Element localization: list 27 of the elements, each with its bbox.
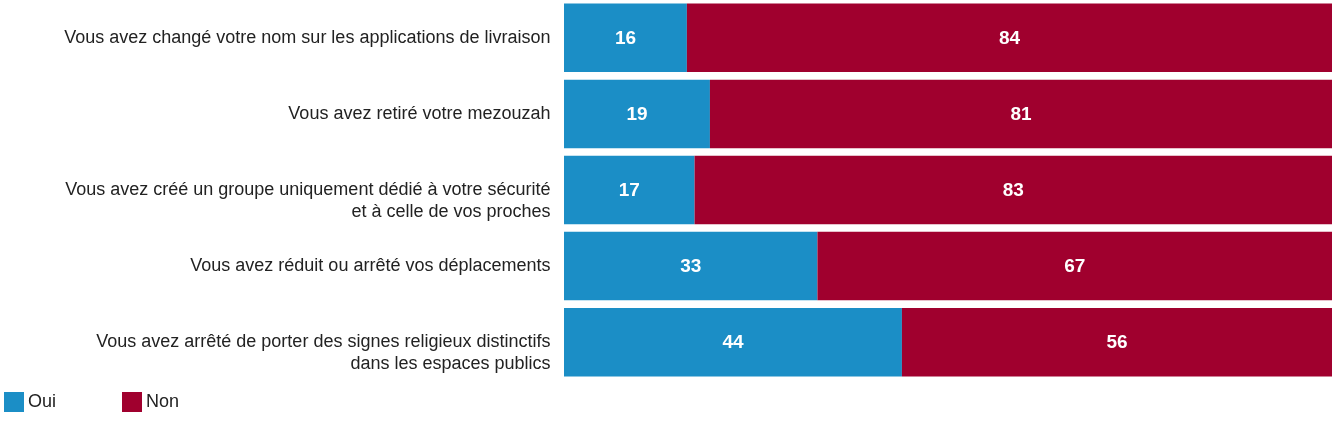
data-label: 84 — [998, 26, 1021, 48]
data-label: 56 — [1106, 331, 1128, 353]
y-tick-label: Vous avez changé votre nom sur les applications de livraison — [64, 26, 551, 47]
bar — [564, 155, 695, 225]
bar — [564, 3, 687, 73]
data-label: 83 — [1002, 179, 1024, 200]
legend-label: Oui — [28, 391, 57, 411]
y-tick-label: Vous avez réduit ou arrêté vos déplacements — [190, 255, 551, 276]
bar — [564, 231, 818, 301]
data-label: 33 — [680, 255, 702, 277]
y-tick-label: Vous avez arrêté de porter des signes religieux distinctifs dans les espaces publics — [96, 331, 551, 374]
data-label: 81 — [1010, 102, 1032, 124]
bar — [901, 307, 1332, 377]
data-label: 44 — [722, 331, 744, 353]
bar — [564, 79, 710, 149]
data-label: 19 — [626, 102, 648, 124]
y-tick-label: Vous avez créé un groupe uniquement dédié à votre sécurité et à celle de vos proches — [65, 179, 551, 221]
bar — [817, 231, 1332, 301]
bar — [694, 155, 1332, 225]
data-label: 17 — [618, 179, 640, 200]
data-label: 16 — [614, 26, 637, 48]
data-label: 67 — [1064, 255, 1086, 277]
y-tick-label: Vous avez retiré votre mezouzah — [288, 102, 551, 123]
legend-label: Non — [146, 391, 180, 411]
bar — [686, 3, 1332, 73]
bar — [709, 79, 1332, 149]
bar — [564, 307, 902, 377]
